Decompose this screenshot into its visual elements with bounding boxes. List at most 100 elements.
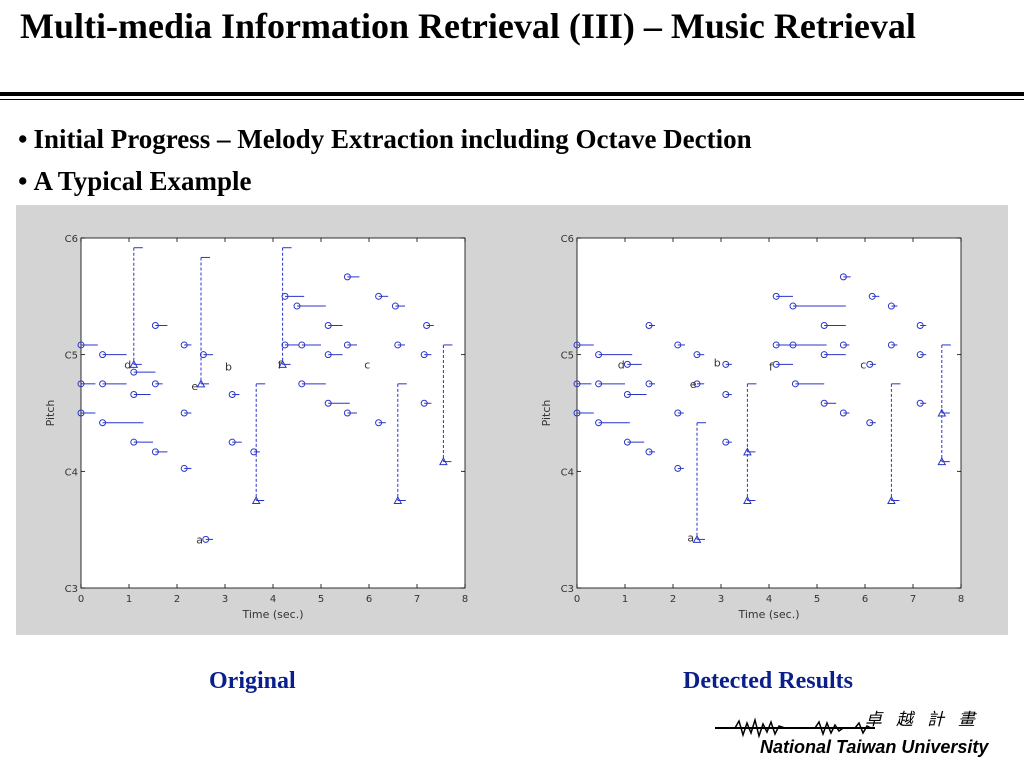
note-onset bbox=[820, 351, 828, 359]
note-onset bbox=[228, 438, 236, 446]
note-onset bbox=[199, 351, 207, 359]
detected-figure-panel: 0 1 2 3 4 5 6 7 8 C3 C4 C5 C6 Time (sec.) Pitch d e b f c a bbox=[512, 205, 1008, 635]
note-onset bbox=[789, 341, 797, 349]
note-letter-label: d bbox=[124, 358, 131, 371]
note-onset bbox=[130, 438, 138, 446]
note-onset bbox=[573, 409, 581, 417]
note-onset bbox=[866, 419, 874, 427]
note-onset bbox=[293, 302, 301, 310]
x-tick-label: 4 bbox=[766, 594, 772, 605]
note-onset bbox=[180, 341, 188, 349]
x-tick-label: 7 bbox=[414, 594, 420, 605]
x-tick-label: 1 bbox=[622, 594, 628, 605]
caption-detected: Detected Results bbox=[683, 668, 853, 694]
y-axis-label: Pitch bbox=[44, 400, 57, 427]
note-onset bbox=[77, 409, 85, 417]
note-onset bbox=[839, 341, 847, 349]
note-onset bbox=[343, 409, 351, 417]
note-onset bbox=[573, 341, 581, 349]
note-onset bbox=[180, 464, 188, 472]
note-letter-label: f bbox=[769, 360, 774, 373]
note-onset bbox=[324, 351, 332, 359]
x-tick-label: 7 bbox=[910, 594, 916, 605]
note-onset bbox=[375, 292, 383, 300]
slide-title: Multi-media Information Retrieval (III) … bbox=[20, 6, 916, 46]
x-tick-label: 0 bbox=[574, 594, 580, 605]
note-onset bbox=[420, 399, 428, 407]
note-onset bbox=[772, 360, 780, 368]
note-onset bbox=[820, 399, 828, 407]
note-onset bbox=[887, 302, 895, 310]
bullet-text: Initial Progress – Melody Extraction inc… bbox=[33, 124, 752, 154]
bullet-item: • A Typical Example bbox=[18, 166, 252, 196]
note-onset bbox=[391, 302, 399, 310]
note-onset bbox=[423, 322, 431, 329]
note-onset bbox=[595, 351, 603, 359]
original-pitch-chart: 0 1 2 3 4 5 6 7 8 C3 C4 C5 C6 Time (sec.) Pitch d e b f c a bbox=[44, 234, 468, 621]
note-onset bbox=[887, 341, 895, 349]
note-onset bbox=[343, 273, 351, 281]
y-tick-label: C5 bbox=[561, 351, 574, 362]
note-letter-label: c bbox=[364, 358, 370, 371]
note-onset bbox=[820, 322, 828, 329]
x-tick-label: 2 bbox=[670, 594, 676, 605]
note-onset bbox=[180, 409, 188, 417]
note-onset bbox=[375, 419, 383, 427]
note-onset bbox=[623, 360, 631, 368]
note-onset bbox=[674, 464, 682, 472]
note-onset bbox=[595, 419, 603, 427]
note-onset bbox=[99, 380, 107, 388]
y-tick-label: C3 bbox=[65, 584, 78, 595]
x-tick-label: 4 bbox=[270, 594, 276, 605]
note-onset bbox=[722, 391, 730, 399]
note-onset bbox=[151, 448, 159, 456]
note-onset bbox=[202, 535, 210, 543]
x-tick-label: 0 bbox=[78, 594, 84, 605]
caption-original: Original bbox=[209, 668, 296, 694]
plot-area bbox=[576, 237, 962, 589]
y-tick-label: C5 bbox=[65, 351, 78, 362]
y-tick-label: C6 bbox=[561, 234, 574, 245]
note-onset bbox=[99, 419, 107, 427]
note-onset bbox=[151, 380, 159, 388]
bullet-list: • Initial Progress – Melody Extraction in… bbox=[18, 118, 752, 202]
note-onset bbox=[839, 409, 847, 417]
note-onset bbox=[916, 399, 924, 407]
note-letter-label: e bbox=[690, 378, 697, 391]
x-axis-label: Time (sec.) bbox=[737, 608, 799, 621]
note-onset bbox=[77, 341, 85, 349]
original-figure-panel: 0 1 2 3 4 5 6 7 8 C3 C4 C5 C6 Time (sec.) Pitch d e b f c a bbox=[16, 205, 512, 635]
note-onset bbox=[250, 448, 258, 456]
x-tick-label: 1 bbox=[126, 594, 132, 605]
note-onset bbox=[722, 438, 730, 446]
note-onset bbox=[772, 292, 780, 300]
note-letter-label: c bbox=[860, 358, 866, 371]
note-letter-label: f bbox=[278, 358, 283, 371]
title-rule-thin bbox=[0, 99, 1024, 100]
x-tick-label: 8 bbox=[958, 594, 964, 605]
note-onset bbox=[791, 380, 799, 388]
note-onset bbox=[228, 391, 236, 399]
note-onset bbox=[693, 351, 701, 359]
note-onset bbox=[674, 409, 682, 417]
note-onset bbox=[916, 322, 924, 329]
note-onset bbox=[298, 341, 306, 349]
note-onset bbox=[645, 448, 653, 456]
bullet-text: A Typical Example bbox=[33, 166, 252, 196]
note-onset bbox=[722, 360, 730, 368]
note-onset bbox=[130, 391, 138, 399]
logo-university-name: National Taiwan University bbox=[760, 737, 989, 757]
plot-area bbox=[80, 237, 466, 589]
note-onset bbox=[130, 368, 138, 376]
note-onset bbox=[324, 322, 332, 329]
x-tick-label: 2 bbox=[174, 594, 180, 605]
note-onset bbox=[645, 322, 653, 329]
x-tick-label: 6 bbox=[366, 594, 372, 605]
x-tick-label: 3 bbox=[222, 594, 228, 605]
note-onset bbox=[645, 380, 653, 388]
note-onset bbox=[839, 273, 847, 281]
x-tick-label: 3 bbox=[718, 594, 724, 605]
note-onset bbox=[866, 360, 874, 368]
note-letter-label: b bbox=[225, 360, 232, 373]
note-onset bbox=[693, 380, 701, 388]
